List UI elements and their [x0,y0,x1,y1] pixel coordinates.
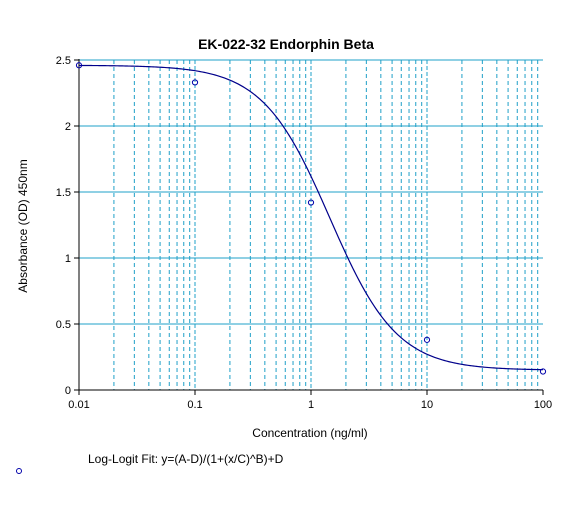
x-tick-label: 0.1 [187,399,202,411]
y-tick-label: 1.5 [56,187,71,199]
data-point [191,79,199,86]
x-tick-label: 10 [421,399,433,411]
data-points [75,62,547,375]
y-tick-label: 2.5 [56,55,71,67]
fit-equation: Log-Logit Fit: y=(A-D)/(1+(x/C)^B)+D [88,452,284,466]
grid [78,59,543,390]
y-axis-label: Absorbance (OD) 450nm [16,159,30,292]
y-tick-label: 1 [65,253,71,265]
x-axis-label: Concentration (ng/ml) [252,426,367,440]
y-tick-label: 2 [65,121,71,133]
chart-title: EK-022-32 Endorphin Beta [198,36,374,52]
x-tick-label: 1 [308,399,314,411]
data-point [75,62,83,69]
tick-labels: 0.01 0.1 1 10 100 0 0.5 1 1.5 2 2.5 [56,55,552,411]
x-tick-label: 100 [534,399,552,411]
data-point [423,336,431,343]
x-tick-label: 0.01 [68,399,89,411]
axes [74,59,544,395]
data-point [307,199,315,206]
y-tick-label: 0.5 [56,319,71,331]
y-tick-label: 0 [65,385,71,397]
legend-marker [16,468,22,474]
fit-curve [78,64,544,371]
data-point [539,368,547,375]
